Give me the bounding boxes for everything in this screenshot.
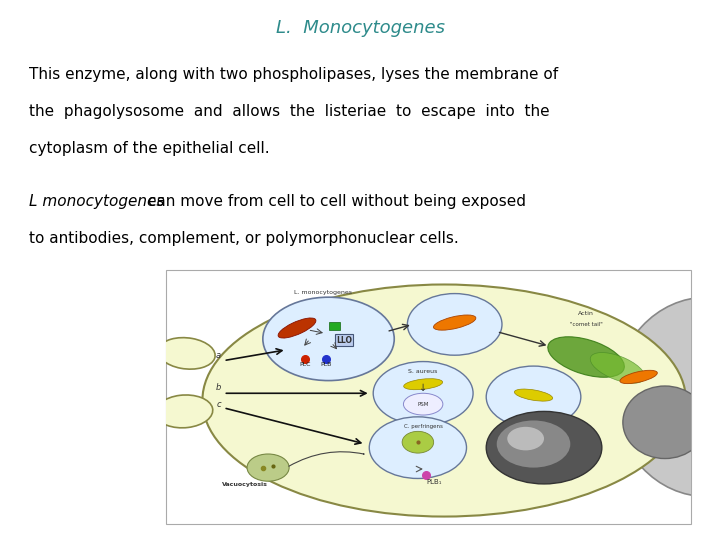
Text: PLC: PLC [299,362,310,367]
Bar [328,322,340,330]
Text: PSM: PSM [418,402,429,407]
Text: b: b [215,383,221,393]
Ellipse shape [486,411,602,484]
Ellipse shape [623,386,707,458]
Ellipse shape [247,454,289,481]
Ellipse shape [403,393,443,415]
Text: "comet tail": "comet tail" [570,322,603,327]
Text: ↓: ↓ [419,383,427,394]
Text: PLB: PLB [320,362,332,367]
Ellipse shape [369,417,467,478]
Text: Actin: Actin [578,312,594,316]
Ellipse shape [408,294,502,355]
FancyBboxPatch shape [166,270,691,524]
Ellipse shape [278,318,316,338]
Ellipse shape [263,297,395,381]
Text: This enzyme, along with two phospholipases, lyses the membrane of: This enzyme, along with two phospholipas… [29,68,558,83]
Text: to antibodies, complement, or polymorphonuclear cells.: to antibodies, complement, or polymorpho… [29,231,459,246]
Ellipse shape [548,337,624,377]
Ellipse shape [497,421,570,468]
Text: L.  Monocytogenes: L. Monocytogenes [276,19,444,37]
Text: c: c [216,400,221,409]
Ellipse shape [620,370,657,383]
Text: L monocytogenes: L monocytogenes [29,194,164,210]
Text: S. aureus: S. aureus [408,369,438,374]
FancyArrowPatch shape [289,452,364,466]
Text: Vacuocytosis: Vacuocytosis [222,482,267,487]
Text: L. monocytogenes: L. monocytogenes [294,289,352,294]
Ellipse shape [514,389,553,401]
Text: cytoplasm of the epithelial cell.: cytoplasm of the epithelial cell. [29,141,269,156]
Text: the  phagolysosome  and  allows  the  listeriae  to  escape  into  the: the phagolysosome and allows the listeri… [29,104,549,119]
Ellipse shape [202,285,686,517]
Ellipse shape [486,366,581,428]
Ellipse shape [615,297,720,497]
Text: a: a [216,350,221,360]
Ellipse shape [404,379,443,390]
Ellipse shape [507,427,544,450]
Text: C. perfringens: C. perfringens [404,424,443,429]
Ellipse shape [433,315,476,330]
Ellipse shape [156,395,212,428]
Text: LLO: LLO [336,335,352,345]
Ellipse shape [158,338,215,369]
Text: PLB₁: PLB₁ [426,479,441,485]
Text: can move from cell to cell without being exposed: can move from cell to cell without being… [143,194,526,210]
Ellipse shape [590,353,645,383]
Ellipse shape [402,431,433,453]
Ellipse shape [373,362,473,425]
